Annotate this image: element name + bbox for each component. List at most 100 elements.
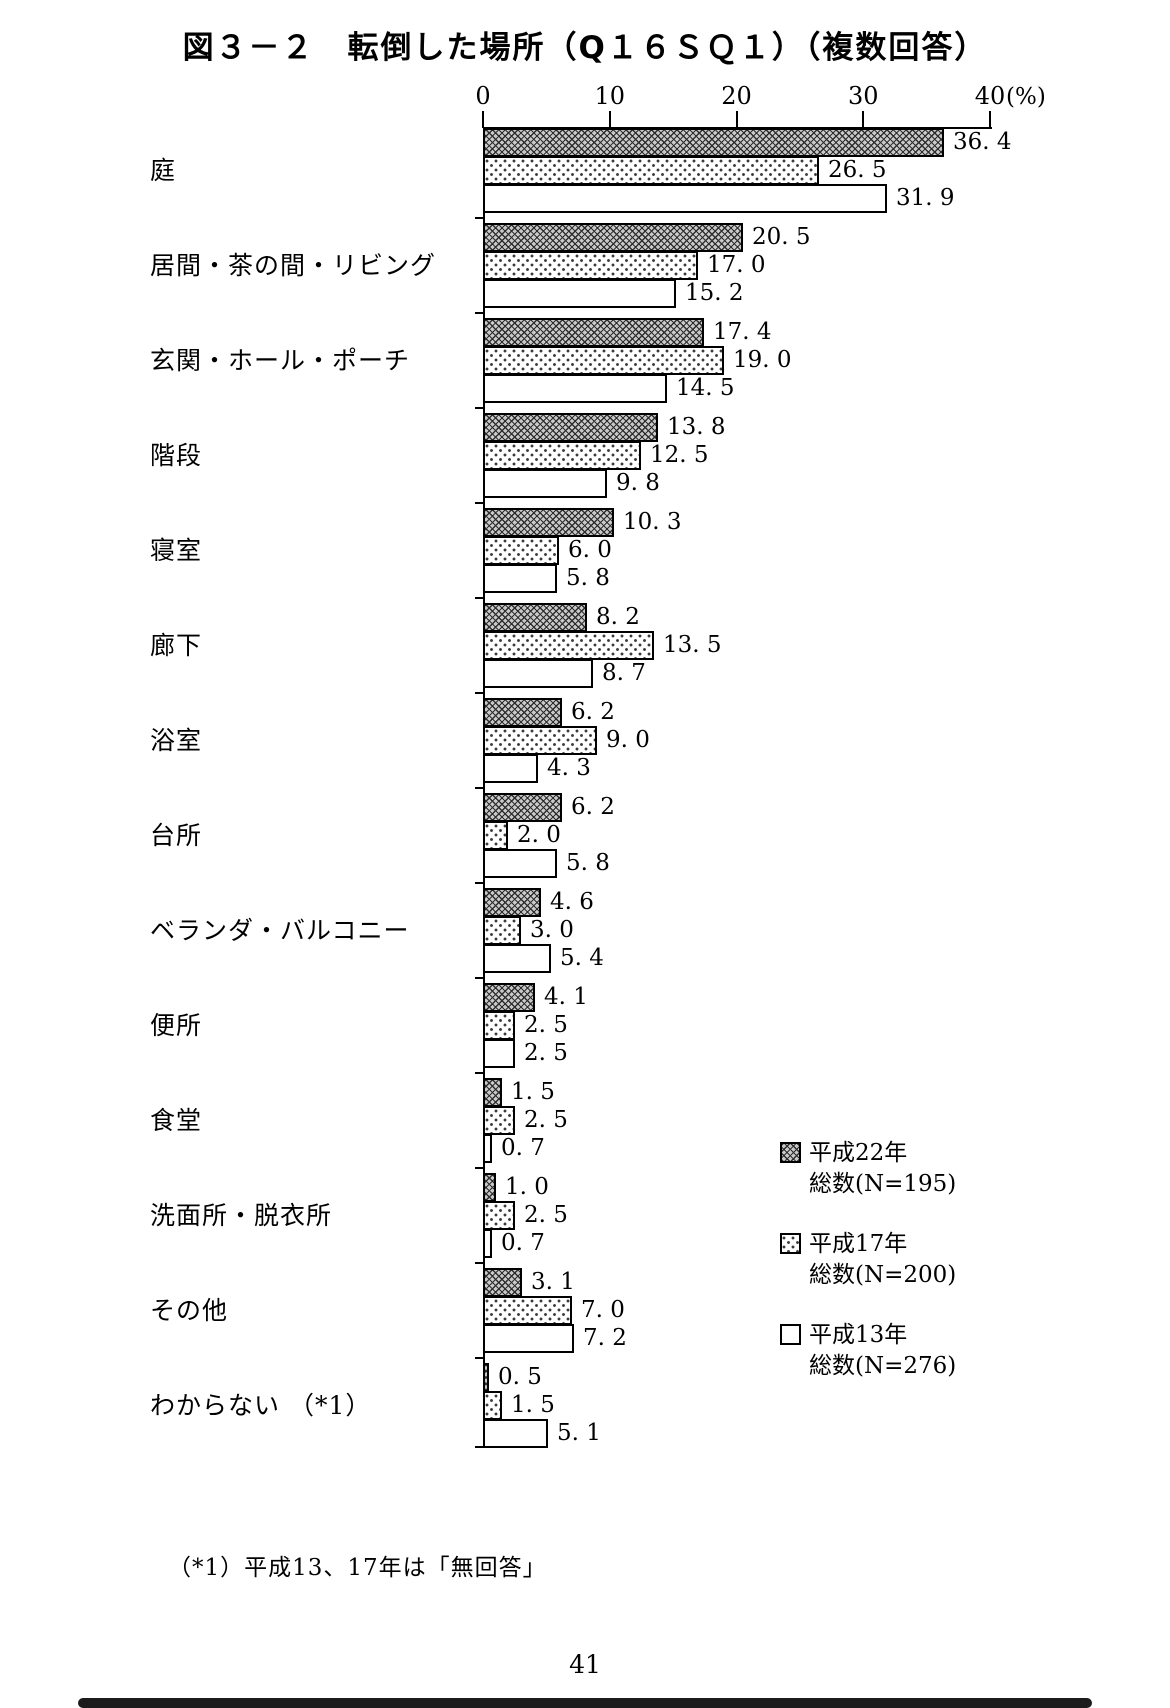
bar-平成22年	[483, 1268, 522, 1297]
bar-value-label: 1. 5	[511, 1392, 555, 1418]
bar-value-label: 4. 6	[550, 889, 594, 915]
bar-平成13年	[483, 469, 607, 498]
bar-value-label: 6. 0	[568, 537, 612, 563]
legend-swatch-crosshatch	[780, 1142, 801, 1163]
legend-swatch-dots	[780, 1233, 801, 1254]
bar-value-label: 0. 7	[501, 1135, 545, 1161]
bar-平成13年	[483, 1324, 574, 1353]
x-axis-tick-label: 30	[847, 82, 879, 110]
bar-平成13年	[483, 754, 538, 783]
x-axis-tick	[608, 111, 611, 128]
x-axis-tick-label: 0	[475, 82, 491, 110]
legend-label: 平成17年 総数(N=200)	[809, 1229, 956, 1291]
bar-平成17年	[483, 441, 641, 470]
x-axis-tick-label: 10	[594, 82, 626, 110]
y-axis-tick	[475, 312, 484, 314]
bar-value-label: 5. 8	[566, 565, 610, 591]
bar-value-label: 6. 2	[571, 794, 615, 820]
bar-value-label: 1. 0	[505, 1174, 549, 1200]
category-label: その他	[150, 1296, 229, 1325]
bar-value-label: 4. 3	[547, 755, 591, 781]
y-axis-tick	[475, 217, 484, 219]
bar-value-label: 0. 5	[498, 1364, 542, 1390]
y-axis-tick	[475, 1167, 484, 1169]
category-label: 食堂	[150, 1106, 203, 1135]
legend-series-subtitle: 総数(N=276)	[809, 1353, 957, 1379]
bar-value-label: 3. 1	[531, 1269, 575, 1295]
bar-value-label: 15. 2	[685, 280, 744, 306]
x-axis-tick-label: 40	[974, 82, 1006, 110]
category-label: 洗面所・脱衣所	[150, 1201, 333, 1230]
legend-series-subtitle: 総数(N=195)	[809, 1171, 957, 1197]
axis-unit-label: (%)	[1006, 84, 1046, 110]
bar-平成22年	[483, 793, 562, 822]
bar-value-label: 8. 7	[602, 660, 646, 686]
legend-series-subtitle: 総数(N=200)	[809, 1262, 957, 1288]
category-label: 廊下	[150, 631, 203, 660]
bar-value-label: 9. 8	[616, 470, 660, 496]
category-label: 浴室	[150, 726, 203, 755]
bar-平成13年	[483, 849, 557, 878]
bar-平成22年	[483, 888, 541, 917]
y-axis-tick	[475, 1357, 484, 1359]
bar-value-label: 1. 5	[511, 1079, 555, 1105]
y-axis-tick	[475, 502, 484, 504]
bar-平成17年	[483, 726, 597, 755]
bar-value-label: 5. 1	[557, 1420, 601, 1446]
bar-value-label: 7. 2	[583, 1325, 627, 1351]
category-label: 居間・茶の間・リビング	[150, 251, 437, 280]
bar-平成13年	[483, 564, 557, 593]
y-axis-tick	[475, 1072, 484, 1074]
bar-value-label: 0. 7	[501, 1230, 545, 1256]
bar-value-label: 36. 4	[953, 129, 1012, 155]
y-axis-tick	[475, 1262, 484, 1264]
x-axis-tick	[482, 111, 484, 128]
bar-平成17年	[483, 1011, 515, 1040]
chart-title: 図３－２ 転倒した場所（Q１６ＳＱ１）（複数回答）	[182, 30, 988, 66]
page-edge-artifact	[78, 1698, 1092, 1708]
bar-平成13年	[483, 1229, 492, 1258]
bar-value-label: 26. 5	[828, 157, 887, 183]
bar-平成22年	[483, 603, 587, 632]
x-axis-tick-label: 20	[721, 82, 752, 110]
y-axis-tick	[475, 977, 484, 979]
bar-value-label: 2. 0	[517, 822, 561, 848]
page-number: 41	[569, 1650, 601, 1679]
legend-label: 平成13年総数(N=276)	[809, 1320, 956, 1382]
bar-value-label: 7. 0	[581, 1297, 625, 1323]
bar-value-label: 5. 4	[560, 945, 604, 971]
bar-平成22年	[483, 698, 562, 727]
legend-label: 平成22年総数(N=195)	[809, 1138, 956, 1200]
bar-value-label: 17. 0	[707, 252, 766, 278]
bar-value-label: 8. 2	[596, 604, 640, 630]
bar-value-label: 12. 5	[650, 442, 709, 468]
bar-value-label: 6. 2	[571, 699, 615, 725]
bar-value-label: 13. 8	[667, 414, 726, 440]
bar-value-label: 2. 5	[524, 1012, 568, 1038]
category-label: 便所	[150, 1011, 203, 1040]
bar-value-label: 2. 5	[524, 1040, 568, 1066]
y-axis-tick	[475, 1446, 484, 1448]
y-axis-tick	[475, 597, 484, 599]
bar-平成17年	[483, 1106, 515, 1135]
bar-平成13年	[483, 1419, 548, 1448]
bar-value-label: 5. 8	[566, 850, 610, 876]
bar-value-label: 9. 0	[606, 727, 650, 753]
bar-平成13年	[483, 374, 667, 403]
bar-平成13年	[483, 944, 551, 973]
x-axis-tick	[735, 111, 738, 128]
footnote: （*1）平成13、17年は「無回答」	[168, 1555, 547, 1581]
category-label: 寝室	[150, 536, 203, 565]
bar-value-label: 19. 0	[733, 347, 792, 373]
bar-平成22年	[483, 1078, 502, 1107]
bar-value-label: 13. 5	[663, 632, 722, 658]
bar-平成13年	[483, 184, 887, 213]
legend-series-name: 平成13年	[809, 1322, 908, 1348]
bar-平成22年	[483, 318, 704, 347]
bar-平成17年	[483, 631, 654, 660]
bar-平成17年	[483, 1201, 515, 1230]
category-label: ベランダ・バルコニー	[150, 916, 410, 945]
legend-series-name: 平成22年	[809, 1140, 908, 1166]
